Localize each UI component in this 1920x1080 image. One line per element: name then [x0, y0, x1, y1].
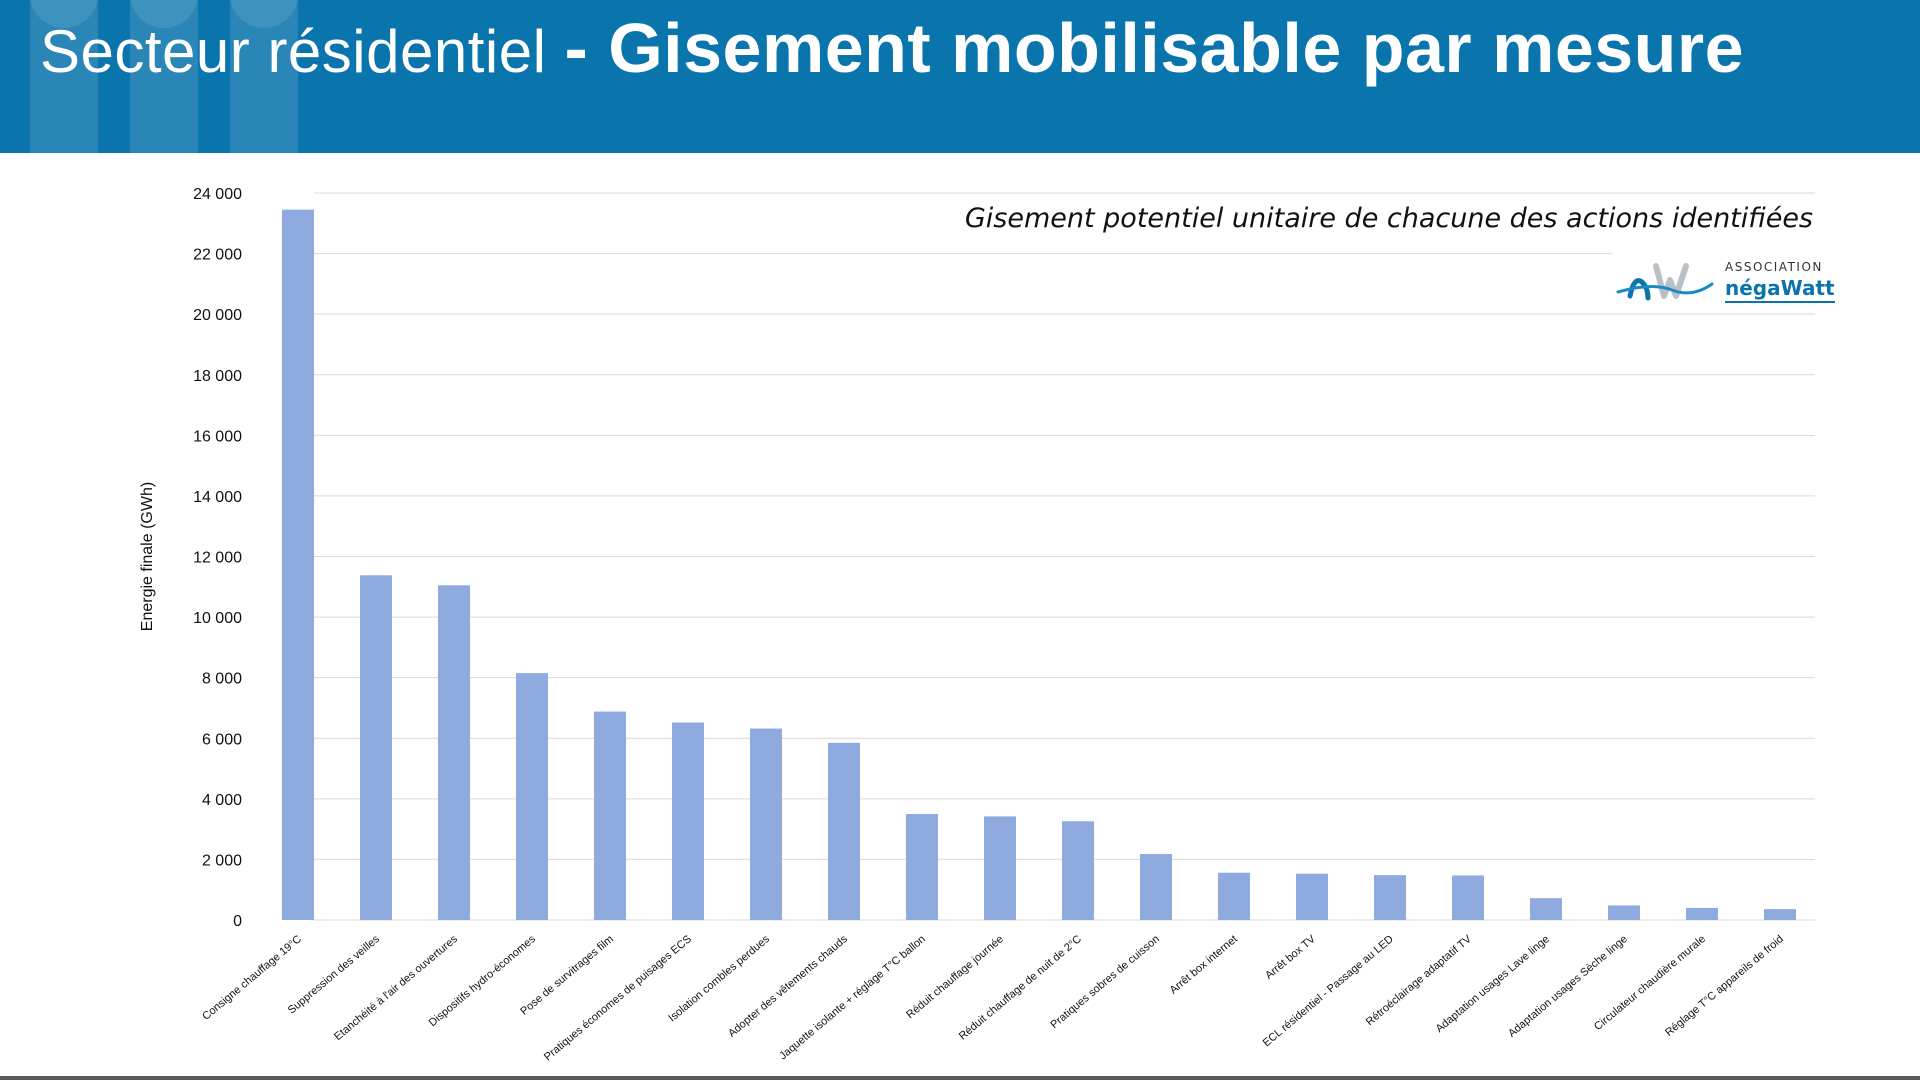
logo-association-label: ASSOCIATION — [1725, 260, 1823, 274]
bar — [1062, 821, 1094, 920]
bar-chart: 0 2 000 4 000 6 000 8 000 10 000 12 000 14 000 1… — [139, 186, 1815, 1064]
bar — [282, 209, 314, 921]
y-axis-label: Energie finale (GWh) — [139, 482, 156, 631]
bar — [828, 742, 860, 920]
y-tick-label: 18 000 — [193, 368, 242, 385]
bars — [282, 209, 1796, 921]
x-tick-label: Arrêt box internet — [1168, 933, 1240, 996]
x-tick-label: Etanchéité à l'air des ouvertures — [332, 933, 460, 1043]
negawatt-logo: ASSOCIATION négaWatt — [1612, 252, 1835, 310]
bar — [1764, 909, 1796, 920]
bar — [360, 575, 392, 920]
title-banner: Secteur résidentiel - Gisement mobilisab… — [0, 0, 1920, 153]
negawatt-logo-icon — [1616, 263, 1714, 301]
slide-title: Secteur résidentiel - Gisement mobilisab… — [40, 8, 1744, 104]
y-tick-label: 16 000 — [193, 428, 242, 445]
bar — [672, 722, 704, 920]
bar — [1374, 875, 1406, 920]
title-light-part: Secteur résidentiel — [40, 18, 547, 85]
y-tick-label: 6 000 — [202, 731, 242, 748]
bar — [1530, 898, 1562, 920]
bar — [1218, 872, 1250, 920]
x-tick-label: ECL résidentiel - Passage au LED — [1261, 933, 1396, 1049]
y-tick-label: 20 000 — [193, 307, 242, 324]
gridlines — [314, 192, 1815, 921]
y-tick-label: 12 000 — [193, 550, 242, 567]
decorative-stripe — [130, 0, 198, 153]
y-tick-label: 8 000 — [202, 671, 242, 688]
x-tick-label: Arrêt box TV — [1263, 933, 1318, 982]
bar — [1452, 875, 1484, 920]
x-tick-label: Jaquette isolante + réglage T°C ballon — [777, 933, 928, 1062]
x-tick-label: Réduit chauffage de nuit de 2°C — [957, 933, 1084, 1042]
y-tick-label: 2 000 — [202, 852, 242, 869]
bar — [438, 585, 470, 920]
y-tick-label: 24 000 — [193, 186, 242, 203]
bar — [1140, 853, 1172, 920]
y-tick-label: 14 000 — [193, 489, 242, 506]
bar — [594, 711, 626, 920]
bar — [516, 673, 548, 920]
y-tick-label: 4 000 — [202, 792, 242, 809]
decorative-stripe — [30, 0, 98, 153]
y-axis-ticks: 0 2 000 4 000 6 000 8 000 10 000 12 000 14 000 1… — [193, 186, 242, 930]
decorative-stripe — [230, 0, 298, 153]
y-tick-label: 0 — [233, 913, 242, 930]
bottom-border — [0, 1076, 1920, 1080]
bar — [1608, 905, 1640, 920]
y-tick-label: 10 000 — [193, 610, 242, 627]
bar — [1686, 907, 1718, 920]
logo-name: négaWatt — [1725, 276, 1835, 303]
bar — [984, 816, 1016, 920]
bar — [906, 813, 938, 920]
y-tick-label: 22 000 — [193, 247, 242, 264]
bar — [750, 728, 782, 920]
bar — [1296, 873, 1328, 920]
title-bold-part: - Gisement mobilisable par mesure — [564, 9, 1745, 87]
chart-caption: Gisement potentiel unitaire de chacune d… — [964, 203, 1813, 234]
x-tick-label: Pratiques économes de puisages ECS — [542, 933, 694, 1063]
